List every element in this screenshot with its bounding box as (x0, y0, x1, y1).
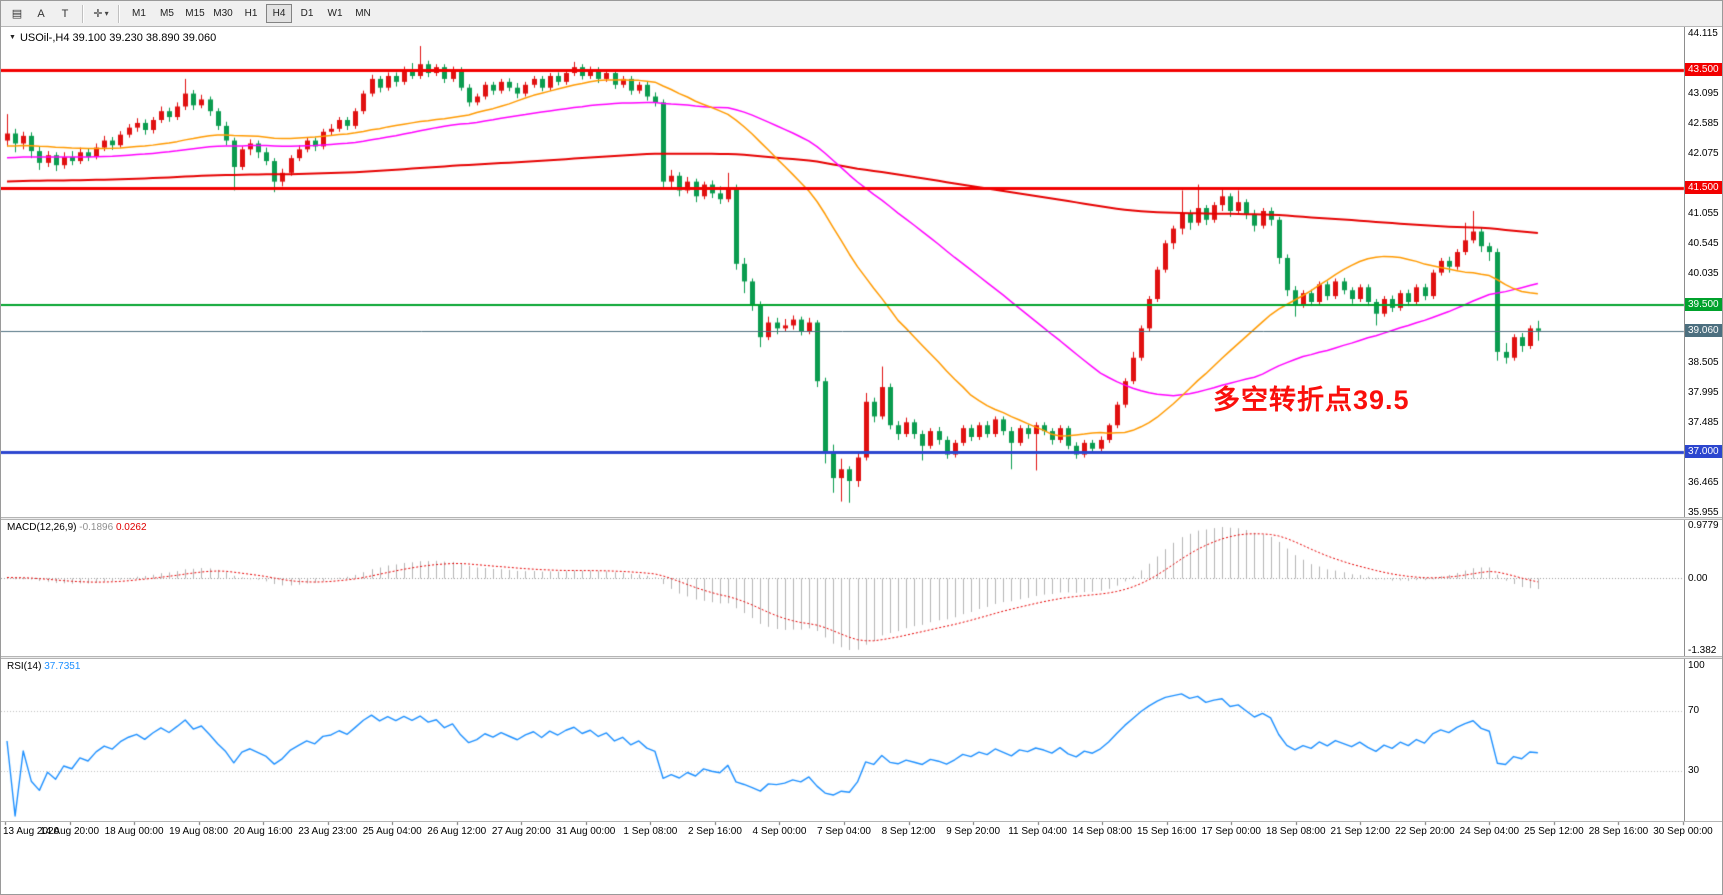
chart-tool-button[interactable]: ▤ (6, 4, 28, 24)
chart-annotation: 多空转折点39.5 (1213, 385, 1410, 415)
chevron-down-icon: ▾ (104, 9, 109, 18)
text-t-icon: T (61, 7, 69, 20)
text-a-tool-button[interactable]: A (30, 4, 52, 24)
rsi-header: RSI(14) 37.7351 (7, 661, 80, 672)
timeframe-m15-button[interactable]: M15 (185, 8, 205, 19)
toolbar: ▤ A T ✛ ▾ M1 M5 M15 M30 H1 H4 D1 W1 MN (1, 1, 1722, 27)
toolbar-separator (118, 4, 120, 23)
macd-label: MACD(12,26,9) (7, 522, 77, 533)
time-axis-separator (1, 821, 1722, 822)
panel-separator[interactable] (1, 517, 1722, 520)
ohlc-label: 39.100 39.230 38.890 39.060 (72, 32, 217, 44)
timeframe-m30-button[interactable]: M30 (213, 8, 233, 19)
chart-tool-icon: ▤ (11, 8, 23, 20)
timeframe-w1-button[interactable]: W1 (327, 8, 343, 19)
panel-separator[interactable] (1, 656, 1722, 659)
timeframe-h4-button[interactable]: H4 (266, 4, 292, 23)
timeframe-h1-button[interactable]: H1 (244, 8, 258, 19)
macd-header: MACD(12,26,9) -0.1896 0.0262 (7, 522, 147, 533)
crosshair-icon: ✛ (93, 8, 103, 20)
timeframe-m1-button[interactable]: M1 (132, 8, 146, 19)
toolbar-separator (82, 4, 84, 23)
text-t-tool-button[interactable]: T (54, 4, 76, 24)
macd-signal-value: 0.0262 (115, 522, 147, 533)
shapes-dropdown-button[interactable]: ✛ ▾ (90, 4, 112, 24)
macd-main-value: -0.1896 (79, 522, 114, 533)
price-axis[interactable] (1685, 27, 1722, 821)
timeframe-d1-button[interactable]: D1 (300, 8, 314, 19)
timeframe-mn-button[interactable]: MN (355, 8, 371, 19)
chart-title: ▼ USOil-,H4 39.100 39.230 38.890 39.060 (9, 32, 216, 44)
text-a-icon: A (37, 7, 45, 20)
symbol-period-label: USOil-,H4 (19, 32, 70, 44)
price-axis-border (1684, 27, 1685, 821)
timeframe-m5-button[interactable]: M5 (160, 8, 174, 19)
dropdown-arrow-icon: ▼ (9, 34, 16, 41)
rsi-label: RSI(14) (7, 661, 42, 672)
time-axis[interactable] (1, 822, 1684, 894)
rsi-value: 37.7351 (44, 661, 81, 672)
